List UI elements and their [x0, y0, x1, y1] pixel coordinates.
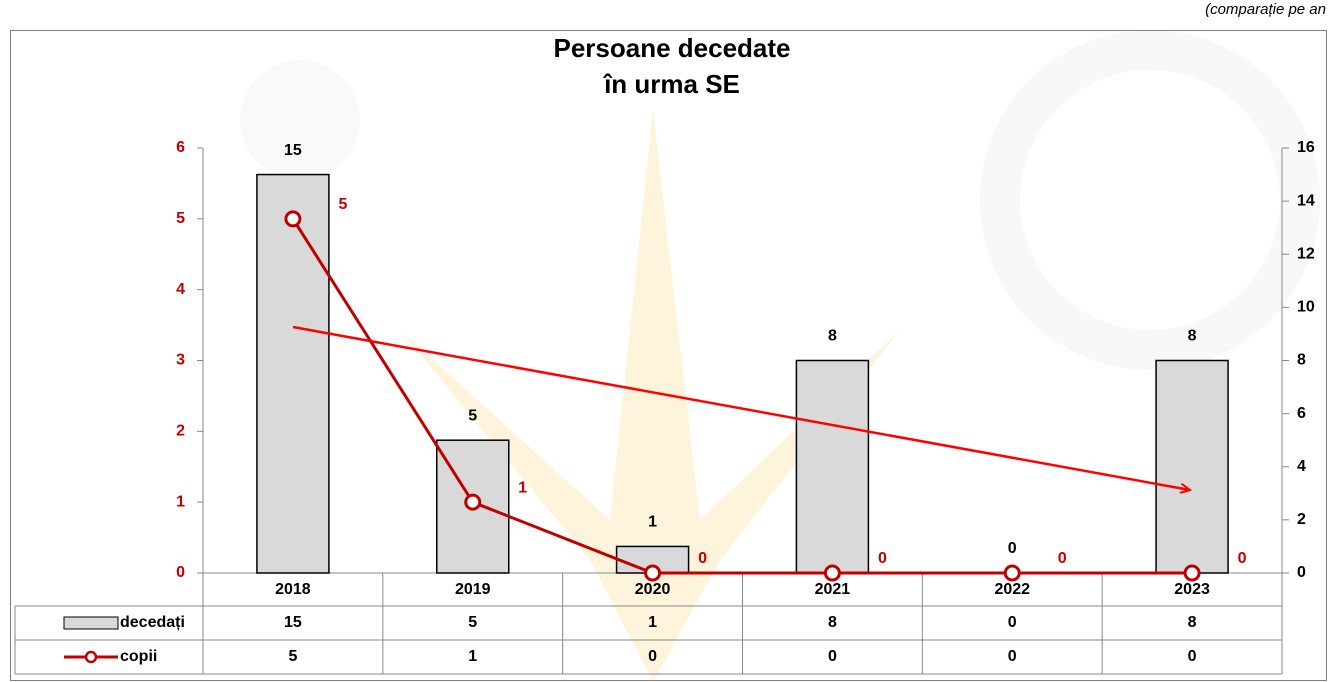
bar-value-label: 1: [648, 514, 657, 531]
y2-tick-label: 12: [1297, 245, 1315, 262]
bar: [795, 359, 870, 574]
table-value: 1: [468, 648, 477, 665]
y2-tick-label: 10: [1297, 299, 1315, 316]
table-value: 0: [828, 648, 837, 665]
x-tick-label: 2023: [1174, 581, 1210, 598]
line: [291, 218, 1193, 575]
bar-value-label: 8: [828, 328, 837, 345]
table-value: 0: [648, 648, 657, 665]
y-tick-label: 3: [176, 352, 185, 369]
table-value: 0: [1008, 614, 1017, 631]
bar-value-label: 0: [1008, 540, 1017, 557]
y-tick-label: 2: [176, 423, 185, 440]
table-value: 8: [828, 614, 837, 631]
x-tick-label: 2019: [455, 581, 491, 598]
y2-tick-label: 8: [1297, 352, 1306, 369]
legend-icon: [63, 616, 119, 630]
bar-value-label: 5: [468, 407, 477, 424]
x-tick-label: 2018: [275, 581, 311, 598]
line-marker: [644, 564, 662, 582]
y2-tick-label: 2: [1297, 511, 1306, 528]
y-tick-label: 6: [176, 139, 185, 156]
chart-frame: [10, 30, 1327, 681]
bar-value-label: 8: [1188, 328, 1197, 345]
line-marker: [823, 564, 841, 582]
trend-arrow: [292, 325, 1190, 490]
y-tick-label: 4: [176, 281, 185, 298]
line-marker: [284, 210, 302, 228]
line-value-label: 5: [338, 196, 347, 213]
line-value-label: 0: [1238, 550, 1247, 567]
chart-title: în urma SE: [602, 69, 740, 99]
y2-tick-label: 16: [1297, 139, 1315, 156]
line-value-label: 1: [518, 479, 527, 496]
y2-tick-label: 14: [1297, 192, 1315, 209]
table-value: 15: [284, 614, 302, 631]
bar: [1155, 359, 1229, 574]
x-tick-label: 2022: [994, 581, 1030, 598]
subtitle: (comparație pe an: [1205, 1, 1326, 18]
table-value: 0: [1008, 648, 1017, 665]
legend-label: decedați: [120, 614, 185, 631]
x-tick-label: 2021: [815, 581, 851, 598]
y-tick-label: 1: [176, 493, 185, 510]
y2-tick-label: 6: [1297, 405, 1306, 422]
line-marker: [464, 493, 482, 511]
table-value: 8: [1188, 614, 1197, 631]
y-tick-label: 5: [176, 210, 185, 227]
chart-title: Persoane decedate: [553, 33, 790, 63]
line-marker: [1183, 564, 1201, 582]
y-tick-label: 0: [176, 564, 185, 581]
line-value-label: 0: [698, 550, 707, 567]
line-marker: [1003, 564, 1021, 582]
table-value: 1: [648, 614, 657, 631]
bar: [256, 173, 330, 574]
x-tick-label: 2020: [635, 581, 671, 598]
y2-tick-label: 4: [1297, 458, 1306, 475]
table-value: 5: [468, 614, 477, 631]
y2-tick-label: 0: [1297, 564, 1306, 581]
legend-label: copii: [120, 648, 157, 665]
legend-icon: [84, 650, 98, 664]
bar-value-label: 15: [284, 142, 302, 159]
table-value: 5: [288, 648, 297, 665]
line-value-label: 0: [878, 550, 887, 567]
watermark: [240, 30, 1320, 682]
table-value: 0: [1188, 648, 1197, 665]
line-value-label: 0: [1058, 550, 1067, 567]
